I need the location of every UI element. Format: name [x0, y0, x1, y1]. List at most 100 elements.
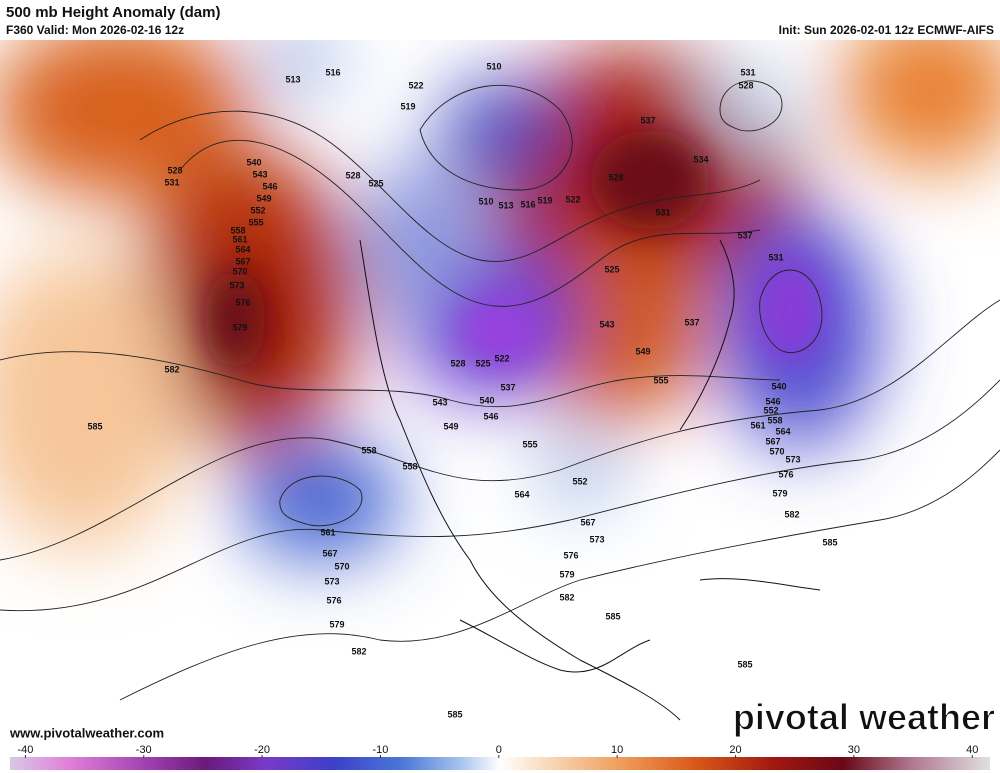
contour-label: 537: [500, 382, 515, 392]
contour-label: 555: [248, 217, 263, 227]
colorbar-tick-label: 20: [729, 744, 741, 756]
contour-label: 531: [655, 207, 670, 217]
contour-label: 582: [164, 364, 179, 374]
contour-label: 519: [400, 101, 415, 111]
contour-label: 546: [483, 411, 498, 421]
contour-label: 528: [738, 80, 753, 90]
contour-label: 516: [520, 199, 535, 209]
contour-label: 570: [334, 561, 349, 571]
contour-label: 573: [589, 534, 604, 544]
contour-label: 537: [737, 230, 752, 240]
valid-time: F360 Valid: Mon 2026-02-16 12z: [6, 23, 184, 37]
contour-label: 585: [822, 537, 837, 547]
contour-label: 558: [402, 461, 417, 471]
contour-label: 540: [479, 395, 494, 405]
contour-labels: 5825855795765735705675645615585555525495…: [87, 61, 837, 719]
contour-label: 522: [565, 194, 580, 204]
contour-label: 561: [320, 527, 335, 537]
init-time: Init: Sun 2026-02-01 12z ECMWF-AIFS: [779, 23, 994, 37]
contour-label: 570: [232, 266, 247, 276]
contour-label: 573: [229, 280, 244, 290]
contour-label: 549: [256, 193, 271, 203]
colorbar-tick-label: 40: [966, 744, 978, 756]
contour-label: 516: [325, 67, 340, 77]
contour-label: 549: [635, 346, 650, 356]
title: 500 mb Height Anomaly (dam): [6, 4, 220, 21]
contour-label: 540: [246, 157, 261, 167]
contour-label: 555: [522, 439, 537, 449]
contour-label: 513: [285, 74, 300, 84]
contour-label: 567: [322, 548, 337, 558]
contour-label: 564: [514, 489, 529, 499]
contour-label: 579: [772, 488, 787, 498]
colorbar-tick-label: -40: [17, 744, 33, 756]
contour-label: 579: [559, 569, 574, 579]
contour-label: 552: [572, 476, 587, 486]
contour-label: 531: [740, 67, 755, 77]
contour-label: 576: [778, 469, 793, 479]
colorbar-tick-label: -10: [373, 744, 389, 756]
contour-label: 552: [763, 405, 778, 415]
contour-label: 540: [771, 381, 786, 391]
contour-label: 546: [765, 396, 780, 406]
colorbar-tick-label: 10: [611, 744, 623, 756]
contour-label: 510: [486, 61, 501, 71]
contour-label: 543: [252, 169, 267, 179]
contour-label: 585: [737, 659, 752, 669]
contour-label: 582: [559, 592, 574, 602]
contour-label: 558: [361, 445, 376, 455]
contour-label: 525: [368, 178, 383, 188]
contour-label: 582: [784, 509, 799, 519]
contour-label: 576: [326, 595, 341, 605]
colorbar-tick-label: 0: [496, 744, 502, 756]
contour-label: 567: [580, 517, 595, 527]
contour-label: 558: [767, 415, 782, 425]
contour-label: 576: [563, 550, 578, 560]
contour-label: 549: [443, 421, 458, 431]
contour-label: 513: [498, 200, 513, 210]
anomaly-field: [0, 40, 1000, 745]
colorbar-tick-label: -30: [136, 744, 152, 756]
website: www.pivotalweather.com: [9, 725, 164, 740]
contour-label: 582: [351, 646, 366, 656]
contour-label: 579: [232, 322, 247, 332]
contour-label: 585: [447, 709, 462, 719]
contour-label: 564: [235, 244, 250, 254]
contour-label: 510: [478, 196, 493, 206]
contour-label: 543: [432, 397, 447, 407]
contour-label: 585: [87, 421, 102, 431]
colorbar: [10, 757, 990, 770]
contour-label: 522: [408, 80, 423, 90]
contour-label: 528: [450, 358, 465, 368]
contour-label: 558: [230, 225, 245, 235]
colorbar-ticks: -40 -30 -20 -10 0 10 20 30 40: [17, 744, 978, 758]
contour-label: 534: [693, 154, 708, 164]
contour-label: 525: [475, 358, 490, 368]
contour-label: 525: [604, 264, 619, 274]
contour-label: 519: [537, 195, 552, 205]
contour-label: 522: [494, 353, 509, 363]
contour-label: 546: [262, 181, 277, 191]
contour-label: 576: [235, 297, 250, 307]
contour-label: 570: [769, 446, 784, 456]
contour-label: 528: [608, 172, 623, 182]
contour-label: 579: [329, 619, 344, 629]
contour-label: 567: [235, 256, 250, 266]
contour-label: 552: [250, 205, 265, 215]
contour-label: 531: [768, 252, 783, 262]
contour-label: 561: [750, 420, 765, 430]
colorbar-tick-label: -20: [254, 744, 270, 756]
contour-label: 528: [167, 165, 182, 175]
contour-label: 564: [775, 426, 790, 436]
contour-label: 585: [605, 611, 620, 621]
logo: pivotal weather: [733, 697, 995, 738]
contour-label: 561: [232, 234, 247, 244]
contour-label: 573: [324, 576, 339, 586]
contour-label: 567: [765, 436, 780, 446]
contour-label: 573: [785, 454, 800, 464]
contour-label: 543: [599, 319, 614, 329]
contour-label: 555: [653, 375, 668, 385]
contour-label: 537: [640, 115, 655, 125]
